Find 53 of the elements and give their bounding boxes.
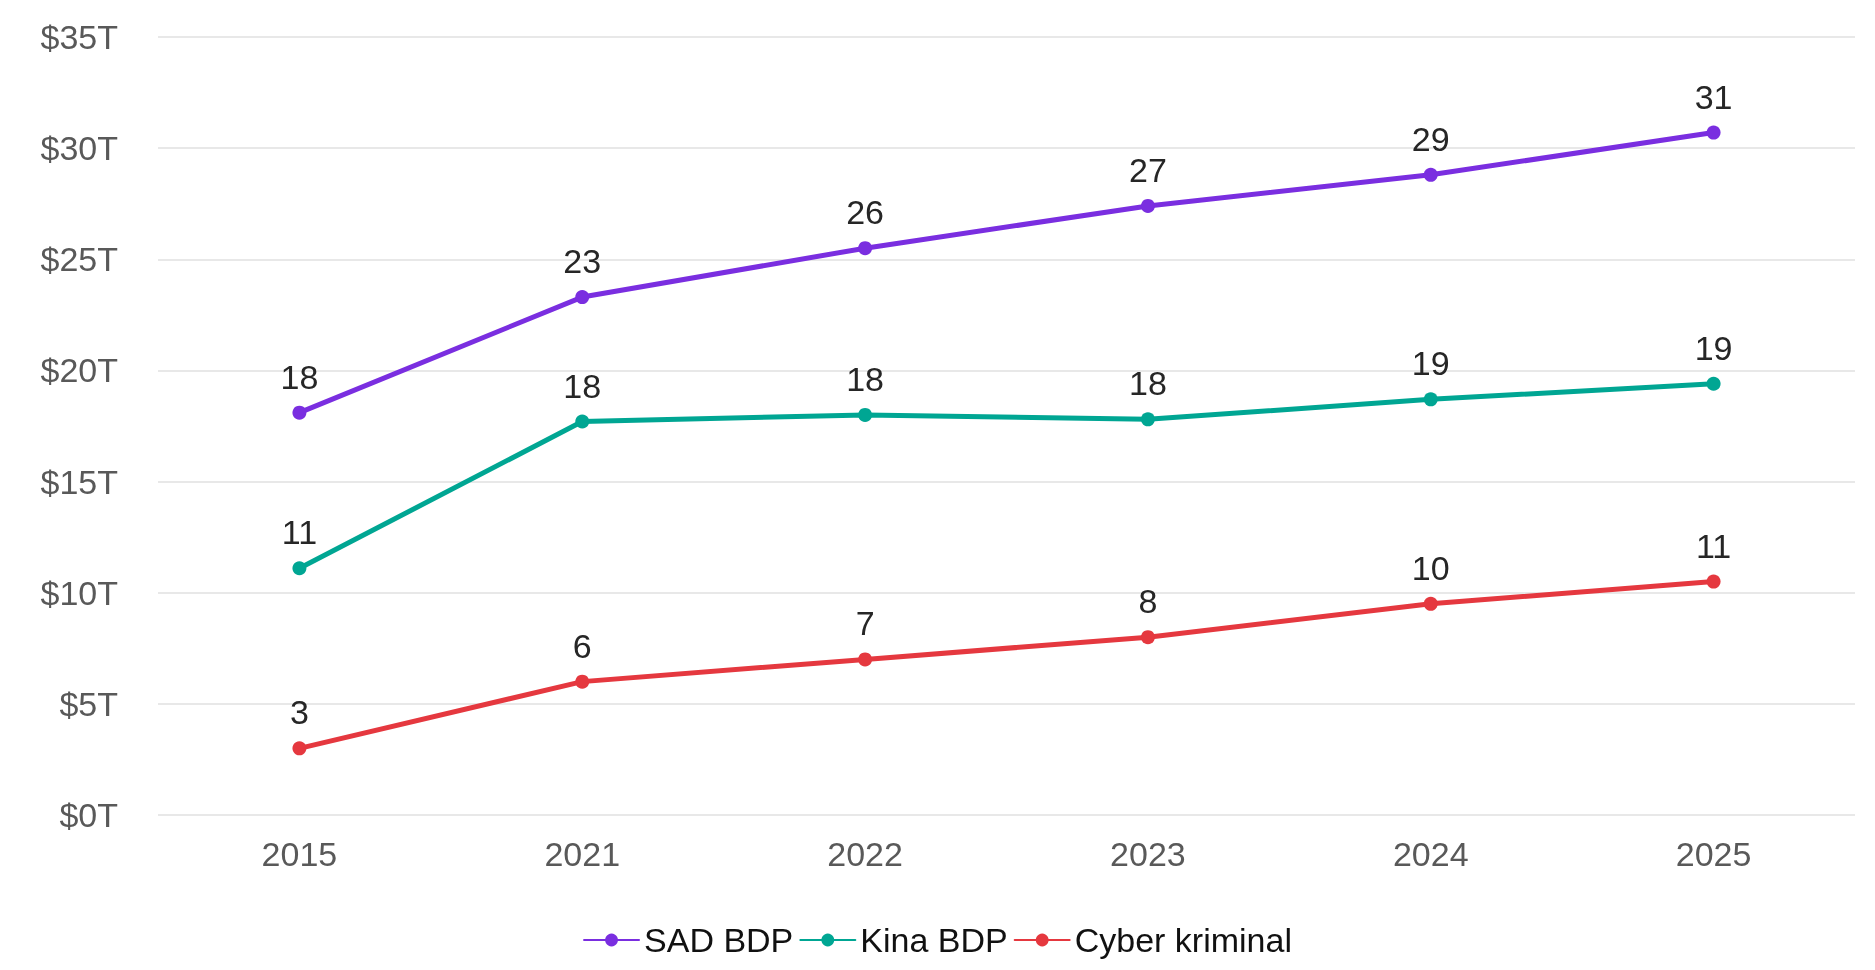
data-label: 18 <box>846 359 884 398</box>
point <box>1140 630 1155 645</box>
data-label: 18 <box>1129 364 1167 403</box>
point <box>858 241 873 256</box>
x-tick-label: 2022 <box>827 835 903 873</box>
point <box>1706 125 1721 140</box>
point <box>575 674 590 689</box>
data-label: 29 <box>1411 119 1450 158</box>
point <box>1140 412 1155 427</box>
y-tick-label: $5T <box>59 684 118 723</box>
point <box>292 405 307 420</box>
point <box>858 652 873 667</box>
point <box>292 561 307 576</box>
x-tick-label: 2023 <box>1110 835 1186 873</box>
y-tick-label: $15T <box>40 462 118 501</box>
data-label: 31 <box>1694 77 1733 116</box>
x-tick-label: 2025 <box>1675 835 1752 873</box>
y-tick-label: $25T <box>40 240 118 279</box>
data-label: 19 <box>1411 344 1450 383</box>
data-label: 23 <box>563 242 602 281</box>
point <box>575 290 590 305</box>
data-label: 3 <box>289 693 309 732</box>
legend-label: SAD BDP <box>644 921 794 959</box>
point <box>575 414 590 429</box>
x-tick-label: 2024 <box>1392 835 1469 873</box>
data-label: 18 <box>563 366 602 405</box>
data-label: 27 <box>1129 150 1167 189</box>
data-label: 10 <box>1411 548 1450 587</box>
point <box>1423 167 1438 182</box>
y-tick-label: $10T <box>40 573 118 612</box>
y-tick-label: $30T <box>40 129 118 168</box>
y-tick-label: $35T <box>40 18 118 56</box>
point <box>1706 574 1721 589</box>
y-tick-label: $20T <box>40 351 118 390</box>
data-label: 6 <box>572 626 592 665</box>
point <box>1423 596 1438 611</box>
y-tick-label: $0T <box>59 796 118 834</box>
point <box>292 741 307 756</box>
data-label: 11 <box>1695 526 1732 565</box>
point <box>1423 392 1438 407</box>
point <box>858 407 873 422</box>
point <box>1706 376 1721 391</box>
data-label: 18 <box>280 357 319 396</box>
point <box>1140 198 1155 213</box>
x-tick-label: 2015 <box>261 835 338 873</box>
data-label: 19 <box>1694 328 1733 367</box>
data-label: 26 <box>846 193 884 232</box>
x-tick-label: 2021 <box>544 835 621 873</box>
data-label: 8 <box>1138 582 1158 621</box>
legend-label: Kina BDP <box>860 921 1008 959</box>
data-label: 7 <box>855 604 875 643</box>
data-label: 11 <box>281 513 318 552</box>
legend-label: Cyber kriminal <box>1074 921 1292 959</box>
